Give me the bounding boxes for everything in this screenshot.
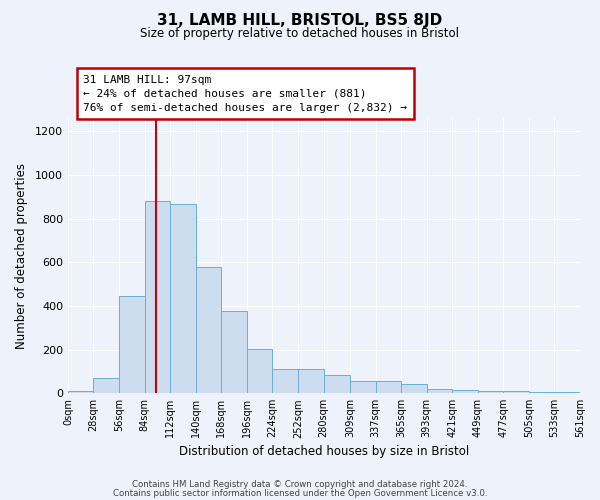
- Bar: [323, 375, 350, 393]
- Bar: [196, 267, 221, 393]
- Bar: [350, 381, 376, 393]
- Text: Size of property relative to detached houses in Bristol: Size of property relative to detached ho…: [140, 28, 460, 40]
- Bar: [401, 384, 427, 393]
- Y-axis label: Number of detached properties: Number of detached properties: [15, 162, 28, 348]
- Bar: [68, 391, 94, 393]
- Bar: [427, 390, 452, 393]
- Bar: [247, 349, 272, 393]
- Bar: [452, 390, 478, 393]
- Bar: [272, 369, 298, 393]
- X-axis label: Distribution of detached houses by size in Bristol: Distribution of detached houses by size …: [179, 444, 469, 458]
- Text: Contains HM Land Registry data © Crown copyright and database right 2024.: Contains HM Land Registry data © Crown c…: [132, 480, 468, 489]
- Bar: [94, 378, 119, 393]
- Bar: [376, 381, 401, 393]
- Bar: [170, 204, 196, 393]
- Bar: [478, 390, 503, 393]
- Bar: [554, 392, 580, 393]
- Text: 31 LAMB HILL: 97sqm
← 24% of detached houses are smaller (881)
76% of semi-detac: 31 LAMB HILL: 97sqm ← 24% of detached ho…: [83, 74, 407, 112]
- Text: 31, LAMB HILL, BRISTOL, BS5 8JD: 31, LAMB HILL, BRISTOL, BS5 8JD: [157, 12, 443, 28]
- Bar: [503, 392, 529, 393]
- Bar: [145, 200, 170, 393]
- Bar: [529, 392, 554, 393]
- Bar: [298, 369, 323, 393]
- Text: Contains public sector information licensed under the Open Government Licence v3: Contains public sector information licen…: [113, 488, 487, 498]
- Bar: [221, 310, 247, 393]
- Bar: [119, 296, 145, 393]
